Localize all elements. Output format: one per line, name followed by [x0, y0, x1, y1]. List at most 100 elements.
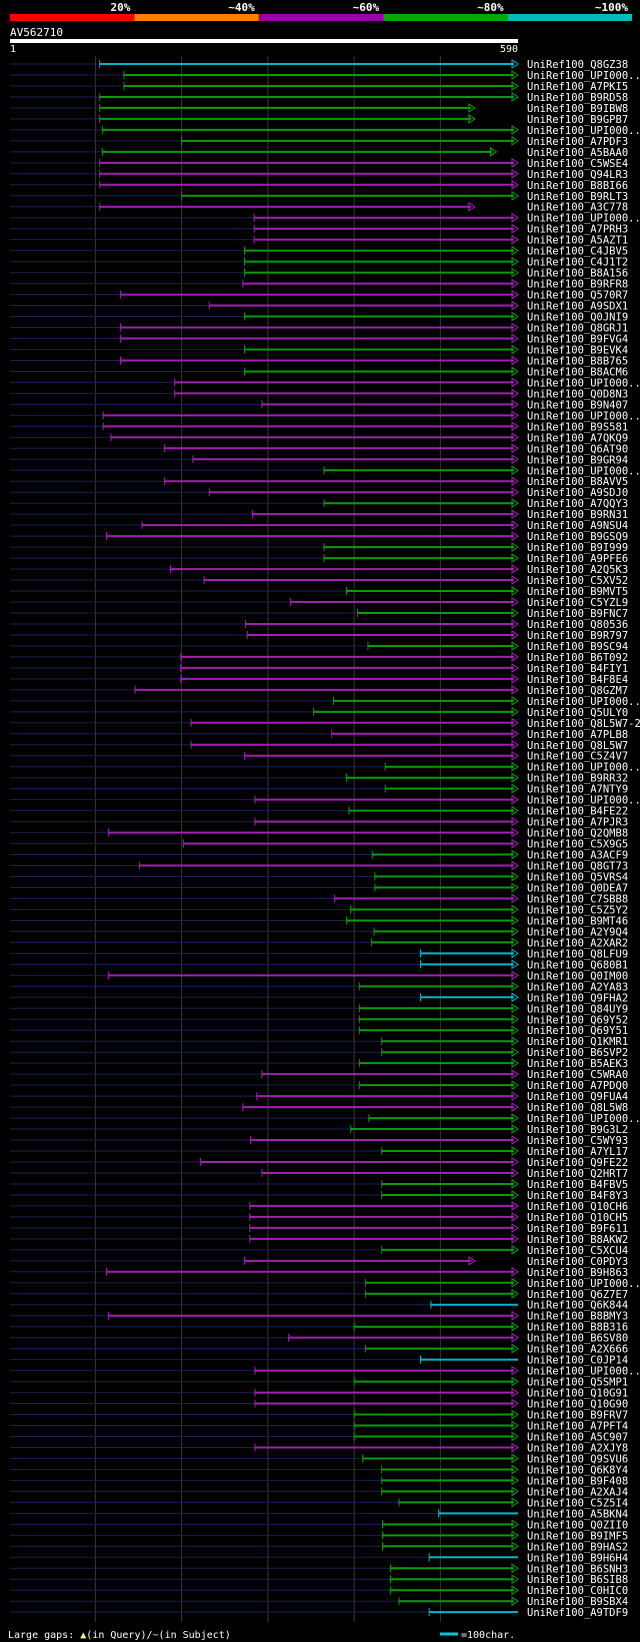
hit-label[interactable]: UniRef100_B9MT46	[527, 915, 628, 927]
hit-row[interactable]: UniRef100_B9N407	[10, 399, 628, 411]
hit-row[interactable]: UniRef100_A2XAR2	[10, 937, 628, 949]
hit-label[interactable]: UniRef100_B9F408	[527, 1475, 628, 1487]
hit-label[interactable]: UniRef100_C7SBB8	[527, 893, 628, 905]
hit-label[interactable]: UniRef100_B9IBW8	[527, 103, 628, 115]
hit-row[interactable]: UniRef100_UPI000...	[10, 795, 640, 807]
hit-label[interactable]: UniRef100_Q5SMP1	[527, 1377, 628, 1389]
hit-row[interactable]: UniRef100_Q8GT73	[10, 861, 628, 873]
hit-row[interactable]: UniRef100_A5C907	[10, 1432, 628, 1444]
hit-label[interactable]: UniRef100_A7PDF3	[527, 136, 628, 148]
hit-label[interactable]: UniRef100_C4J1T2	[527, 257, 628, 269]
hit-label[interactable]: UniRef100_C5XV52	[527, 575, 628, 587]
hit-row[interactable]: UniRef100_B4FIY1	[10, 663, 628, 675]
hit-row[interactable]: UniRef100_B9GSQ9	[10, 531, 628, 543]
hit-label[interactable]: UniRef100_Q680B1	[527, 959, 628, 971]
hit-label[interactable]: UniRef100_B6SV80	[527, 1333, 628, 1345]
hit-row[interactable]: UniRef100_C5X9G5	[10, 839, 628, 851]
hit-row[interactable]: UniRef100_Q5VRS4	[10, 872, 628, 884]
hit-row[interactable]: UniRef100_C5WRA0	[10, 1069, 628, 1081]
hit-label[interactable]: UniRef100_Q8L5W7-2	[527, 718, 640, 730]
hit-label[interactable]: UniRef100_B9HAS2	[527, 1541, 628, 1553]
hit-row[interactable]: UniRef100_C5XCU4	[10, 1245, 628, 1257]
hit-label[interactable]: UniRef100_Q8L5W7	[527, 740, 628, 752]
hit-row[interactable]: UniRef100_Q0D8N3	[10, 388, 628, 400]
hit-row[interactable]: UniRef100_A7PDQ0	[10, 1080, 628, 1092]
hit-row[interactable]: UniRef100_B4FE22	[10, 806, 628, 818]
hit-row[interactable]: UniRef100_B9F408	[10, 1475, 628, 1487]
hit-label[interactable]: UniRef100_B6SIB8	[527, 1574, 628, 1586]
hit-label[interactable]: UniRef100_Q6K844	[527, 1300, 628, 1312]
hit-label[interactable]: UniRef100_B4FBV5	[527, 1179, 628, 1191]
hit-label[interactable]: UniRef100_Q0IM00	[527, 970, 628, 982]
hit-row[interactable]: UniRef100_B9I999	[10, 542, 628, 554]
hit-label[interactable]: UniRef100_A5BAA0	[527, 147, 628, 159]
hit-label[interactable]: UniRef100_Q8GRJ1	[527, 323, 628, 335]
hit-row[interactable]: UniRef100_Q6AT90	[10, 443, 628, 455]
hit-row[interactable]: UniRef100_C5Z5Y2	[10, 904, 628, 916]
hit-label[interactable]: UniRef100_UPI000...	[527, 795, 640, 807]
hit-row[interactable]: UniRef100_C4J1T2	[10, 257, 628, 269]
hit-row[interactable]: UniRef100_Q5SMP1	[10, 1377, 628, 1389]
hit-row[interactable]: UniRef100_Q8GZM7	[10, 685, 628, 697]
hit-row[interactable]: UniRef100_Q0IM00	[10, 970, 628, 982]
hit-label[interactable]: UniRef100_B9EVK4	[527, 344, 628, 356]
hit-row[interactable]: UniRef100_Q0ZII0	[10, 1519, 628, 1531]
hit-label[interactable]: UniRef100_B9H863	[527, 1267, 628, 1279]
hit-label[interactable]: UniRef100_A7PJR3	[527, 817, 628, 829]
hit-row[interactable]: UniRef100_Q69Y51	[10, 1025, 628, 1037]
hit-label[interactable]: UniRef100_Q6Z7E7	[527, 1289, 628, 1301]
hit-label[interactable]: UniRef100_UPI000...	[527, 696, 640, 708]
hit-label[interactable]: UniRef100_A7YL17	[527, 1146, 628, 1158]
hit-row[interactable]: UniRef100_A5BKN4	[10, 1508, 628, 1520]
hit-row[interactable]: UniRef100_B9HAS2	[10, 1541, 628, 1553]
hit-label[interactable]: UniRef100_UPI000...	[527, 410, 640, 422]
hit-row[interactable]: UniRef100_C0HIC0	[10, 1585, 628, 1597]
hit-label[interactable]: UniRef100_Q8GZ38	[527, 59, 628, 71]
hit-row[interactable]: UniRef100_A9SDX1	[10, 301, 628, 313]
hit-row[interactable]: UniRef100_A7QQY3	[10, 498, 628, 510]
hit-label[interactable]: UniRef100_B9N407	[527, 399, 628, 411]
hit-label[interactable]: UniRef100_Q2HRT7	[527, 1168, 628, 1180]
hit-row[interactable]: UniRef100_Q0JNI9	[10, 312, 628, 324]
hit-row[interactable]: UniRef100_Q9SVU6	[10, 1453, 628, 1465]
hit-label[interactable]: UniRef100_C0JP14	[527, 1355, 628, 1367]
hit-label[interactable]: UniRef100_B8B765	[527, 355, 628, 367]
hit-row[interactable]: UniRef100_A2XAJ4	[10, 1486, 628, 1498]
hit-row[interactable]: UniRef100_B9FNC7	[10, 608, 628, 620]
hit-row[interactable]: UniRef100_B8ACM6	[10, 366, 628, 378]
hit-label[interactable]: UniRef100_B9F611	[527, 1223, 628, 1235]
hit-row[interactable]: UniRef100_B6SNH3	[10, 1563, 628, 1575]
hit-row[interactable]: UniRef100_Q84UY9	[10, 1003, 628, 1015]
hit-label[interactable]: UniRef100_Q0ZII0	[527, 1519, 628, 1531]
hit-label[interactable]: UniRef100_A9SDX1	[527, 301, 628, 313]
hit-label[interactable]: UniRef100_Q8GT73	[527, 861, 628, 873]
hit-row[interactable]: UniRef100_UPI000...	[10, 465, 640, 477]
hit-row[interactable]: UniRef100_UPI000...	[10, 377, 640, 389]
hit-label[interactable]: UniRef100_A7PDQ0	[527, 1080, 628, 1092]
hit-label[interactable]: UniRef100_B9H6H4	[527, 1552, 628, 1564]
hit-row[interactable]: UniRef100_B9GPB7	[10, 114, 628, 126]
hit-label[interactable]: UniRef100_B6SVP2	[527, 1047, 628, 1059]
hit-label[interactable]: UniRef100_A7QQY3	[527, 498, 628, 510]
hit-label[interactable]: UniRef100_B9RLT3	[527, 191, 628, 203]
hit-label[interactable]: UniRef100_Q69Y52	[527, 1014, 628, 1026]
hit-row[interactable]: UniRef100_Q1KMR1	[10, 1036, 628, 1048]
hit-label[interactable]: UniRef100_B9RD58	[527, 92, 628, 104]
hit-label[interactable]: UniRef100_Q8L5W8	[527, 1102, 628, 1114]
hit-label[interactable]: UniRef100_A7QKQ9	[527, 432, 628, 444]
hit-label[interactable]: UniRef100_C5Z5Y2	[527, 904, 628, 916]
hit-label[interactable]: UniRef100_B8BI66	[527, 180, 628, 192]
hit-row[interactable]: UniRef100_C7SBB8	[10, 893, 628, 905]
hit-row[interactable]: UniRef100_C5YZL9	[10, 597, 628, 609]
hit-label[interactable]: UniRef100_A7PFT4	[527, 1421, 628, 1433]
hit-row[interactable]: UniRef100_UPI000...	[10, 213, 640, 225]
hit-row[interactable]: UniRef100_B9H6H4	[10, 1552, 628, 1564]
hit-label[interactable]: UniRef100_B9GSQ9	[527, 531, 628, 543]
hit-row[interactable]: UniRef100_B9SBX4	[10, 1596, 628, 1608]
hit-row[interactable]: UniRef100_Q6Z7E7	[10, 1289, 628, 1301]
hit-row[interactable]: UniRef100_B8BMY3	[10, 1311, 628, 1323]
hit-row[interactable]: UniRef100_Q8L5W7-2	[10, 718, 640, 730]
hit-label[interactable]: UniRef100_B9MVT5	[527, 586, 628, 598]
hit-row[interactable]: UniRef100_Q10CH5	[10, 1212, 628, 1224]
hit-row[interactable]: UniRef100_C0PDY3	[10, 1256, 628, 1268]
